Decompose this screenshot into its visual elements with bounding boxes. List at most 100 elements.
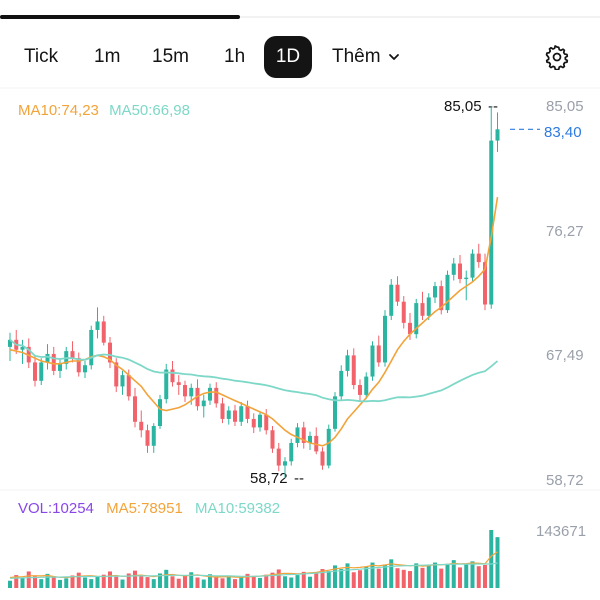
current-price-label: 83,40 [544,124,582,141]
volume-bar [445,563,450,588]
volume-bar [58,579,62,588]
more-label: Thêm [332,46,381,67]
candle [226,410,231,419]
candle [433,286,437,298]
volume-bar [420,567,425,588]
candle [458,263,462,280]
y-axis-label-top: 85,05 [546,98,584,115]
y-axis-label-3: 67,49 [546,347,584,364]
volume-bar [176,578,181,588]
volume-bar [208,574,212,588]
volume-bars-layer [8,530,500,588]
volume-bar [308,576,312,588]
volume-max-label: 143671 [536,523,586,540]
volume-bar [401,569,406,588]
candle [258,414,262,428]
tab-1h[interactable]: 1h [224,46,246,67]
volume-bar [433,562,437,588]
candle [220,403,225,419]
volume-bar [258,577,262,588]
volume-bar [320,569,325,588]
y-axis-label-bottom: 58,72 [546,472,584,489]
candle [345,355,350,371]
volume-bar [489,530,494,588]
candle [439,286,444,311]
volume-bar [183,575,187,588]
volume-bar [214,576,219,588]
volume-bar [95,576,100,588]
candle [245,406,250,419]
y-axis-label-2: 76,27 [546,223,584,240]
timeframe-tabbar: Tick 1m 15m 1h 1D Thêm [0,36,600,78]
volume-bar [495,537,500,588]
volume-legend: VOL:10254 MA5:78951 MA10:59382 [18,500,288,517]
candle [176,382,181,386]
volume-bar [339,569,344,588]
candle [120,375,125,387]
candle [170,369,175,383]
volume-bar [370,562,375,588]
volume-bar [326,571,331,588]
gear-icon[interactable] [544,44,570,70]
candle [326,428,331,466]
volume-bar [283,576,287,588]
candle [151,426,156,446]
volume-bar [470,561,475,588]
volume-bar [133,570,137,588]
tab-1d[interactable]: 1D [264,36,312,78]
volume-bar [364,567,369,588]
candle [139,421,144,431]
tab-15m[interactable]: 15m [152,46,189,67]
candle [495,129,500,141]
volume-bar [395,568,400,588]
candle [183,385,187,397]
candle [133,396,137,422]
candle [339,370,344,397]
volume-bar [189,572,194,588]
volume-bar [233,579,237,588]
candle [33,362,37,381]
more-menu-button[interactable]: Thêm [332,36,401,78]
candle [208,387,212,401]
candle [95,321,100,330]
candle [276,448,281,466]
volume-bar [33,576,37,588]
candles-layer [8,106,500,478]
volume-bar [151,579,156,588]
candle [470,253,475,278]
ma50-line [9,339,499,403]
candle [414,303,419,335]
candle [145,430,150,446]
candle [308,435,312,443]
candle [158,399,162,427]
candle [320,451,325,466]
ma10-legend: MA10:74,23 [18,102,99,119]
volume-bar [439,568,444,588]
volume-bar [70,575,75,588]
volume-bar [239,577,244,588]
volume-bar [376,568,381,588]
candle [376,345,381,363]
candle [445,274,450,311]
candle [401,301,406,323]
volume-bar [333,565,337,588]
price-ma-legend: MA10:74,23 MA50:66,98 [18,102,196,119]
candle [233,410,237,422]
volume-bar [145,577,150,588]
candle [426,297,431,316]
volume-bar [101,574,106,588]
candle [295,427,300,443]
candle [364,376,369,395]
high-price-marker: 85,05 [444,98,482,115]
volume-ma10-line [9,562,498,579]
tab-1m[interactable]: 1m [94,46,121,67]
candle [395,284,400,302]
candle [383,315,387,363]
chevron-down-icon [388,54,399,60]
volume-bar [76,572,81,588]
volume-bar [20,577,25,588]
volume-bar [170,576,175,588]
tab-tick[interactable]: Tick [24,46,59,67]
ma50-legend: MA50:66,98 [109,102,190,119]
